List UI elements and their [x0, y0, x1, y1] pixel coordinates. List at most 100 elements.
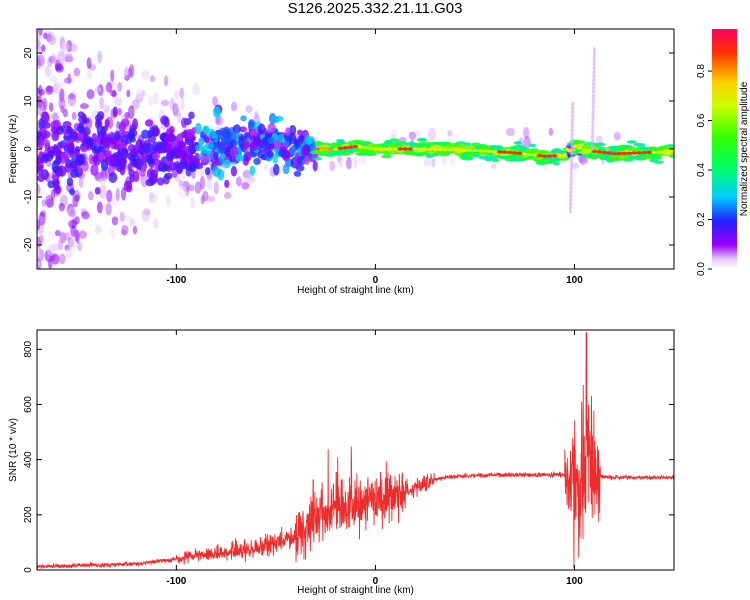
spectrogram-ridge-cell [511, 151, 518, 155]
spectrogram-cell [87, 191, 94, 201]
spectrogram-ridge-cell [536, 154, 543, 158]
spectrogram-streak-cell [592, 62, 596, 67]
spectrogram-cell [606, 156, 616, 161]
spectrogram-cell [70, 168, 79, 178]
spectrogram-cell [190, 197, 195, 209]
spectrogram-cell [98, 151, 105, 161]
spectrogram-cell [169, 162, 177, 171]
spectrogram-cell [535, 161, 547, 166]
spectrogram-cell [653, 152, 661, 157]
spectrogram-cell [124, 66, 130, 80]
spectrogram-cell [633, 142, 646, 147]
spectrogram-cell [266, 151, 274, 158]
spectrogram-cell [578, 150, 590, 155]
spectrogram-cell [512, 154, 525, 159]
spectrogram-cell [38, 234, 44, 245]
spectrogram-x-tick-label: 0 [373, 275, 379, 286]
spectrogram-cell [550, 149, 561, 153]
spectrogram-cell [94, 118, 101, 129]
spectrogram-cell [117, 82, 123, 92]
colorbar-ticks: 0.0 0.2 0.4 0.6 0.8 [696, 64, 712, 276]
spectrogram-cell [119, 211, 125, 223]
spectrogram-cell [74, 194, 80, 202]
spectrogram-ridge-cell [427, 147, 433, 151]
spectrogram-ridge-cell [656, 150, 662, 154]
spectrogram-cell [293, 138, 299, 145]
page-title: S126.2025.332.21.11.G03 [287, 0, 463, 17]
spectrogram-cell [141, 208, 151, 222]
spectrogram-cell [341, 148, 355, 153]
spectrogram-streak-cell [591, 97, 596, 102]
spectrogram-ridge-cell [432, 147, 438, 152]
spectrogram-ridge-cell [546, 154, 553, 158]
spectrogram-cell [425, 154, 435, 159]
spectrogram-ridge-cell [362, 146, 369, 150]
spectrogram-cell [82, 127, 91, 137]
spectrogram-cell [58, 253, 66, 265]
spectrogram-streak-cell [591, 104, 595, 109]
spectrogram-cell [202, 125, 210, 134]
spectrogram-cell [62, 108, 68, 118]
spectrogram-cell [86, 57, 92, 69]
spectrogram-cell [120, 187, 127, 201]
spectrogram-streak-cell [591, 120, 595, 125]
spectrogram-cell [417, 141, 429, 146]
spectrogram-cell [470, 151, 480, 155]
colorbar-tick-label: 0.2 [696, 212, 707, 226]
spectrogram-cell [242, 154, 250, 166]
spectrogram-ridge-cell [556, 153, 563, 158]
spectrogram-streak-cell [570, 151, 574, 156]
snr-panel: -100 0 100 0 200 400 600 800 Height of straight… [8, 329, 675, 596]
spectrogram-cell [158, 141, 166, 151]
spectrogram-cell [202, 190, 209, 202]
spectrogram-cell [37, 95, 44, 109]
spectrogram-cell [516, 145, 526, 149]
spectrogram-streak-cell [571, 105, 575, 110]
spectrogram-cell [132, 225, 138, 235]
spectrogram-cell [329, 160, 336, 172]
spectrogram-cell [258, 140, 264, 149]
spectrogram-streak-cell [570, 117, 574, 122]
spectrogram-cell [119, 126, 125, 138]
spectrogram-ridge-cell [497, 150, 503, 154]
snr-background [37, 330, 674, 570]
spectrogram-cell [238, 136, 245, 149]
spectrogram-cell [198, 137, 205, 146]
spectrogram-cell [97, 50, 102, 64]
spectrogram-cell [224, 191, 232, 200]
spectrogram-streak-cell [570, 124, 574, 129]
spectrogram-ridge-cell [631, 151, 637, 155]
spectrogram-cell [171, 149, 177, 157]
colorbar-tick-label: 0.0 [696, 262, 707, 276]
spectrogram-cell [63, 77, 72, 84]
spectrogram-cell [219, 152, 225, 165]
spectrogram-cell [257, 123, 266, 136]
spectrogram-cell [47, 35, 57, 46]
spectrogram-cell [42, 97, 48, 112]
spectrogram-x-tick-label: -100 [166, 275, 186, 286]
spectrogram-cell [405, 141, 417, 146]
spectrogram-ridge-cell [487, 149, 493, 153]
spectrogram-cell [180, 117, 188, 128]
spectrogram-cell [108, 172, 118, 184]
spectrogram-cell [664, 144, 674, 148]
spectrogram-cell [204, 167, 211, 176]
spectrogram-cell [471, 142, 481, 147]
spectrogram-ridge-cell [482, 149, 488, 153]
spectrogram-cell [119, 156, 128, 166]
spectrogram-cell [66, 177, 74, 187]
spectrogram-cell [38, 118, 45, 130]
spectrogram-cell [124, 215, 132, 222]
spectrogram-cell [57, 239, 64, 251]
spectrogram-cell [548, 127, 554, 136]
spectrogram-ridge-cell [551, 154, 558, 158]
spectrogram-cell [105, 202, 112, 216]
spectrogram-cell [431, 158, 436, 168]
spectrogram-cell [217, 141, 226, 154]
spectrogram-cell [389, 138, 400, 142]
spectrogram-cell [480, 145, 491, 149]
spectrogram-streak-cell [570, 113, 575, 118]
spectrogram-cell [160, 115, 169, 125]
spectrogram-cell [47, 180, 55, 189]
spectrogram-streak-cell [569, 163, 574, 168]
